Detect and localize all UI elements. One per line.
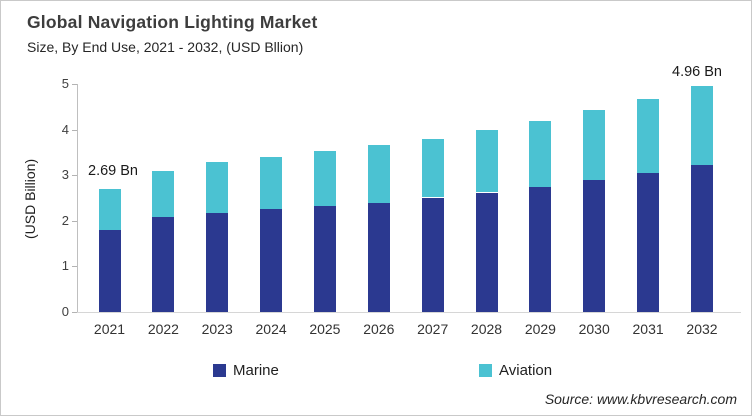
x-tick-label-2025: 2025 [309,321,341,337]
y-axis-label: (USD Billion) [22,158,38,240]
bar-2026-aviation [367,145,390,203]
y-tick-label-5: 5 [61,76,69,91]
y-axis-line [77,84,78,313]
bar-2028-marine [475,192,498,312]
y-tick-mark-1 [72,266,77,268]
bar-2026-marine [367,202,390,312]
x-tick-label-2024: 2024 [255,321,287,337]
bar-2021-aviation [98,189,121,230]
bar-2021-marine [98,229,121,312]
y-tick-label-3: 3 [61,167,69,183]
bar-2022-marine [152,217,175,312]
x-tick-label-2027: 2027 [417,321,449,337]
legend-label-marine: Marine [233,362,279,379]
bar-2023-aviation [206,162,229,213]
y-tick-mark-5 [72,84,77,85]
bar-2027-aviation [421,138,444,198]
x-tick-label-2021: 2021 [93,321,126,337]
bar-2032-aviation [691,85,713,165]
bar-2025-aviation [313,151,336,206]
bar-2027-marine [421,197,444,312]
bar-2023-marine [206,212,229,312]
y-tick-mark-2 [72,220,77,222]
bar-2028-aviation [475,129,498,193]
chart-subtitle: Size, By End Use, 2021 - 2032, (USD Blli… [27,39,304,55]
y-tick-label-0: 0 [61,304,69,319]
bar-2030-aviation [583,110,606,180]
bar-2025-marine [313,205,336,312]
x-tick-label-2022: 2022 [147,321,179,337]
legend-item-marine: Marine [213,362,279,379]
aviation-swatch-icon [479,364,492,377]
y-tick-mark-0 [72,312,77,313]
bar-2032-marine [691,164,713,312]
y-tick-label-1: 1 [61,258,69,274]
bar-2031-aviation [637,98,660,174]
x-axis-line [77,312,741,313]
legend-label-aviation: Aviation [499,362,553,379]
x-tick-label-2031: 2031 [632,321,664,337]
annotation-2032: 4.96 Bn [672,64,722,80]
bar-2029-aviation [529,120,552,187]
bar-2024-aviation [260,157,283,210]
chart-title: Global Navigation Lighting Market [27,12,318,32]
marine-swatch-icon [213,364,226,377]
x-tick-label-2032: 2032 [686,321,718,337]
x-tick-label-2028: 2028 [470,321,503,337]
bar-2031-marine [637,173,660,312]
y-tick-label-4: 4 [61,121,69,137]
bar-2029-marine [529,186,552,312]
y-tick-mark-4 [72,129,77,131]
x-tick-label-2029: 2029 [524,321,556,337]
y-tick-mark-3 [72,175,77,177]
annotation-2021: 2.69 Bn [88,163,138,179]
x-tick-label-2023: 2023 [201,321,233,337]
legend-item-aviation: Aviation [479,362,552,379]
x-tick-label-2026: 2026 [363,321,395,337]
bar-2024-marine [260,209,283,312]
bar-2022-aviation [152,170,175,218]
y-tick-label-2: 2 [61,212,69,228]
bar-2030-marine [583,179,606,312]
source-text: Source: www.kbvresearch.com [544,391,737,407]
x-tick-label-2030: 2030 [578,321,610,337]
